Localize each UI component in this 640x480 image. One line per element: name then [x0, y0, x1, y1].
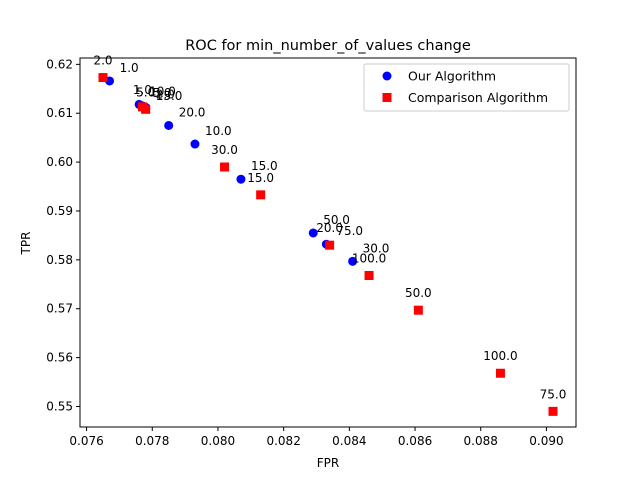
- y-tick-label: 0.60: [46, 155, 73, 169]
- legend: Our Algorithm Comparison Algorithm: [363, 63, 570, 112]
- x-tick-label: 0.080: [201, 434, 235, 448]
- data-point-comparison: [364, 270, 374, 280]
- data-point-comparison: [141, 104, 151, 114]
- data-point-label: 50.0: [405, 286, 432, 300]
- data-point-label: 100.0: [352, 251, 386, 265]
- legend-frame: [363, 63, 570, 112]
- data-point-comparison: [256, 190, 266, 200]
- data-point-comparison: [495, 368, 505, 378]
- plot-area: [79, 57, 577, 428]
- data-point-ours: [190, 139, 200, 149]
- data-point-label: 15.0: [156, 89, 183, 103]
- x-tick-label: 0.090: [529, 434, 563, 448]
- series-1: [98, 73, 558, 416]
- data-point-label: 20.0: [179, 105, 206, 119]
- data-point-label: 2.0: [156, 87, 175, 101]
- data-point-ours: [348, 256, 358, 266]
- plot-frame: [79, 57, 577, 428]
- data-point-label: 2.0: [93, 54, 112, 68]
- data-point-ours: [308, 228, 318, 238]
- y-axis-label: TPR: [19, 232, 33, 256]
- data-point-label: 15.0: [251, 159, 278, 173]
- data-point-label: 30.0: [211, 143, 238, 157]
- data-point-label: 5.0: [152, 86, 171, 100]
- data-point-label: 50.0: [323, 213, 350, 227]
- data-point-label: 10.0: [149, 84, 176, 98]
- y-tick-label: 0.57: [46, 302, 73, 316]
- data-point-comparison: [220, 162, 230, 172]
- data-point-ours: [236, 174, 246, 184]
- y-tick-label: 0.56: [46, 351, 73, 365]
- data-point-comparison: [325, 240, 335, 250]
- data-point-label: 1.0: [120, 61, 139, 75]
- data-point-label: 100.0: [483, 349, 517, 363]
- data-point-ours: [164, 120, 174, 130]
- x-tick-label: 0.076: [69, 434, 103, 448]
- chart-title: ROC for min_number_of_values change: [185, 38, 471, 54]
- x-tick-label: 0.082: [266, 434, 300, 448]
- point-labels-layer: 1.010.05.02.015.020.010.015.050.075.030.…: [93, 54, 566, 402]
- y-tick-label: 0.55: [46, 399, 73, 413]
- x-axis: 0.076 0.078 0.080 0.082 0.084 0.086 0.088 0.090: [69, 427, 564, 448]
- data-point-label: 10.0: [205, 124, 232, 138]
- data-point-label: 20.0: [316, 221, 343, 235]
- legend-label-our-algorithm: Our Algorithm: [408, 69, 496, 84]
- data-point-label: 5.0: [136, 85, 155, 99]
- data-point-label: 75.0: [540, 387, 567, 401]
- y-tick-label: 0.61: [46, 106, 73, 120]
- y-axis: 0.55 0.56 0.57 0.58 0.59 0.60 0.61 0.62: [46, 57, 80, 413]
- data-point-comparison: [413, 305, 423, 315]
- data-point-comparison: [98, 73, 108, 83]
- legend-label-comparison-algorithm: Comparison Algorithm: [408, 90, 548, 105]
- legend-marker-comparison-algorithm: [382, 93, 392, 102]
- x-tick-label: 0.084: [332, 434, 366, 448]
- x-tick-label: 0.078: [135, 434, 169, 448]
- data-point-comparison: [548, 406, 558, 416]
- x-tick-label: 0.086: [398, 434, 432, 448]
- x-tick-label: 0.088: [464, 434, 498, 448]
- data-point-label: 15.0: [247, 171, 274, 185]
- data-point-label: 30.0: [363, 241, 390, 255]
- data-point-label: 75.0: [336, 224, 363, 238]
- y-tick-label: 0.59: [46, 204, 73, 218]
- data-point-label: 1.0: [133, 83, 152, 97]
- series-layer: [98, 73, 558, 416]
- legend-marker-our-algorithm: [382, 71, 392, 81]
- y-tick-label: 0.62: [46, 57, 73, 71]
- y-tick-label: 0.58: [46, 253, 73, 267]
- x-axis-label: FPR: [317, 456, 339, 470]
